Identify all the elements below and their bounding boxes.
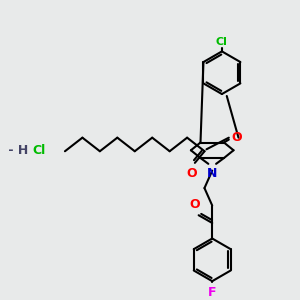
Text: Cl: Cl: [33, 144, 46, 157]
Text: F: F: [208, 286, 217, 299]
Text: O: O: [187, 167, 197, 180]
Text: N: N: [207, 167, 217, 180]
Text: O: O: [232, 131, 242, 144]
Text: O: O: [190, 198, 200, 212]
Text: - H: - H: [4, 144, 28, 157]
Text: Cl: Cl: [216, 37, 228, 46]
